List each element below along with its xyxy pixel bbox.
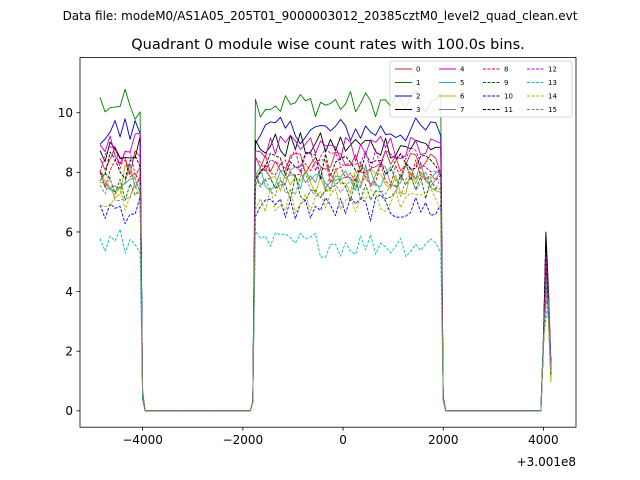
legend-label-4: 4	[460, 66, 465, 74]
legend-label-13: 13	[548, 79, 557, 87]
legend-label-10: 10	[504, 93, 513, 101]
series-line-1	[99, 88, 552, 412]
x-tick-label: −2000	[223, 433, 264, 447]
series-line-4	[99, 132, 552, 412]
legend-label-8: 8	[504, 66, 508, 74]
y-tick-label: 8	[65, 166, 73, 180]
y-tick-label: 10	[58, 106, 73, 120]
x-tick-label: 4000	[528, 433, 559, 447]
legend-label-1: 1	[416, 79, 420, 87]
series-line-6	[99, 165, 552, 412]
legend-label-6: 6	[460, 93, 465, 101]
series-line-15	[99, 171, 552, 412]
legend-label-11: 11	[504, 106, 513, 114]
chart-title: Quadrant 0 module wise count rates with …	[131, 37, 525, 53]
series-line-9	[99, 172, 552, 412]
legend-label-15: 15	[548, 106, 557, 114]
series-line-13	[99, 228, 552, 412]
series-line-3	[99, 132, 552, 412]
x-tick-label: 2000	[428, 433, 459, 447]
series-line-5	[99, 164, 552, 412]
series-line-14	[99, 184, 552, 412]
ticks-layer: −4000 −2000 0 2000 4000 0 2 4 6 8 10	[58, 106, 559, 447]
y-tick-label: 0	[65, 404, 73, 418]
legend-label-2: 2	[416, 93, 420, 101]
legend-label-0: 0	[416, 66, 420, 74]
y-tick-label: 2	[65, 344, 73, 358]
x-tick-label: −4000	[122, 433, 163, 447]
legend-label-12: 12	[548, 66, 557, 74]
chart-suptitle: Data file: modeM0/AS1A05_205T01_90000030…	[63, 9, 578, 23]
legend-label-9: 9	[504, 79, 508, 87]
legend-label-5: 5	[460, 79, 464, 87]
y-tick-label: 4	[65, 285, 73, 299]
legend-label-7: 7	[460, 106, 464, 114]
x-tick-label: 0	[339, 433, 347, 447]
series-line-7	[99, 162, 552, 412]
legend-box	[389, 60, 573, 118]
series-layer	[99, 88, 552, 412]
series-line-8	[99, 159, 552, 412]
x-offset-label: +3.001e8	[517, 455, 576, 469]
series-line-10	[99, 194, 552, 412]
legend-label-14: 14	[548, 93, 557, 101]
legend-label-3: 3	[416, 106, 420, 114]
plot-frame	[79, 57, 577, 428]
y-tick-label: 6	[65, 225, 73, 239]
